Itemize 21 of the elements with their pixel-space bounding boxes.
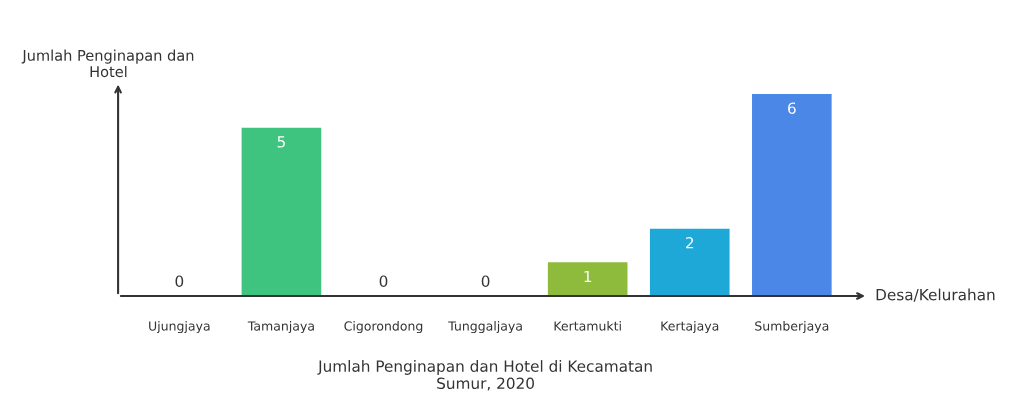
x-tick-label: Ujungjaya — [149, 321, 210, 334]
bar — [547, 262, 628, 296]
data-label: 0 — [175, 275, 184, 287]
x-tick-label: Tunggaljaya — [448, 321, 522, 334]
text: Jumlah Penginapan dan Hotel di Kecamatan Sumur, 2020 — [317, 360, 652, 391]
y-axis-title: Jumlah Penginapan dan Hotel — [21, 49, 194, 78]
x-tick-label: Kertamukti — [554, 321, 621, 331]
data-label: 0 — [481, 275, 490, 287]
x-tick-label: Tamanjaya — [247, 321, 314, 334]
data-label: 0 — [379, 275, 388, 287]
data-label: 5 — [277, 136, 285, 148]
x-tick-label: Cigorondong — [344, 321, 423, 334]
bar — [241, 127, 322, 296]
data-label: 6 — [788, 102, 796, 114]
data-label: 2 — [686, 237, 694, 249]
x-tick-label: Sumberjaya — [755, 321, 829, 334]
x-axis-title: Desa/Kelurahan — [876, 288, 995, 302]
bar — [752, 94, 832, 296]
x-tick-label: Kertajaya — [661, 321, 719, 334]
bar — [649, 228, 730, 296]
data-label: 1 — [584, 270, 592, 283]
